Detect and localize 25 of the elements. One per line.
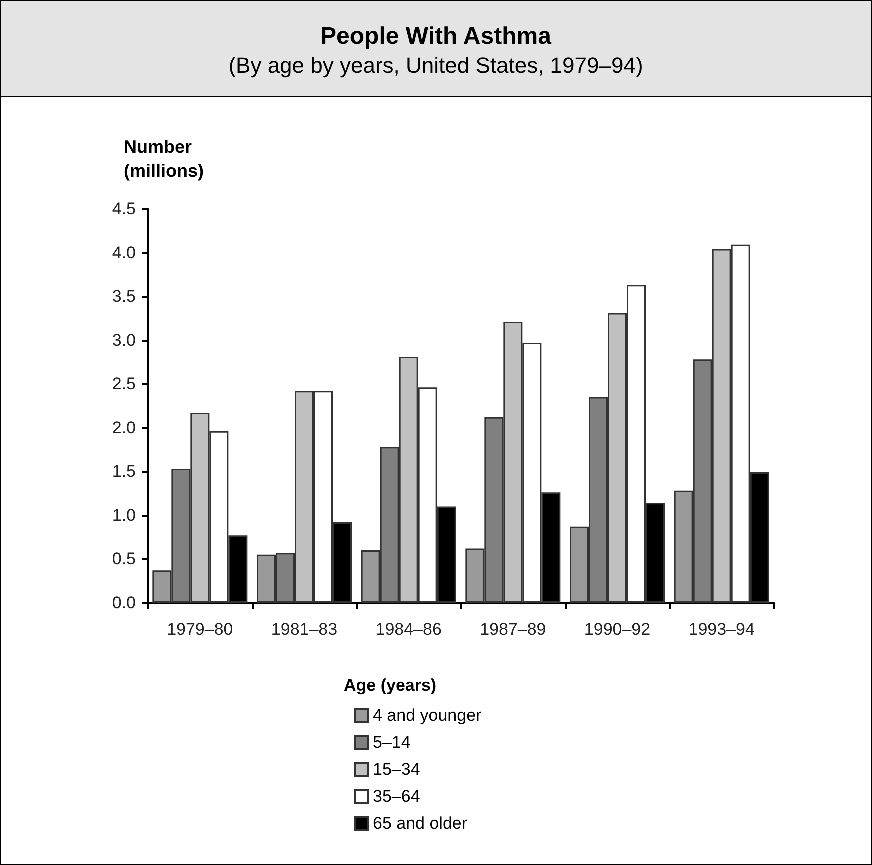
x-tick-label: 1984–86 — [376, 620, 442, 639]
y-tick-label: 1.5 — [112, 462, 136, 482]
y-axis-title: Number (millions) — [124, 137, 204, 181]
y-tick-label: 0.0 — [112, 594, 136, 612]
x-tick-label: 1979–80 — [167, 620, 234, 639]
legend-label: 65 and older — [373, 814, 468, 833]
y-tick-label: 2.5 — [112, 374, 136, 394]
y-tick-label: 1.0 — [112, 506, 136, 525]
legend-label: 35–64 — [373, 787, 420, 806]
y-tick-label: 4.5 — [112, 200, 136, 218]
legend-label: 5–14 — [373, 733, 411, 752]
legend-title: Age (years) — [344, 676, 437, 695]
y-tick-label: 4.0 — [112, 243, 136, 262]
chart-subtitle: (By age by years, United States, 1979–94) — [228, 53, 644, 79]
x-tick-label: 1987–89 — [480, 620, 546, 639]
x-tick-label: 1993–94 — [688, 620, 755, 639]
y-tick-label: 3.0 — [112, 330, 136, 350]
y-tick-label: 2.0 — [112, 418, 136, 438]
chart-title: People With Asthma — [320, 23, 553, 51]
x-tick-label: 1990–92 — [584, 620, 651, 639]
y-tick-label: 3.5 — [112, 287, 136, 306]
legend-label: 4 and younger — [373, 706, 482, 725]
x-tick-label: 1981–83 — [271, 620, 338, 639]
legend-label: 15–34 — [373, 760, 420, 779]
y-tick-label: 0.5 — [112, 550, 136, 569]
